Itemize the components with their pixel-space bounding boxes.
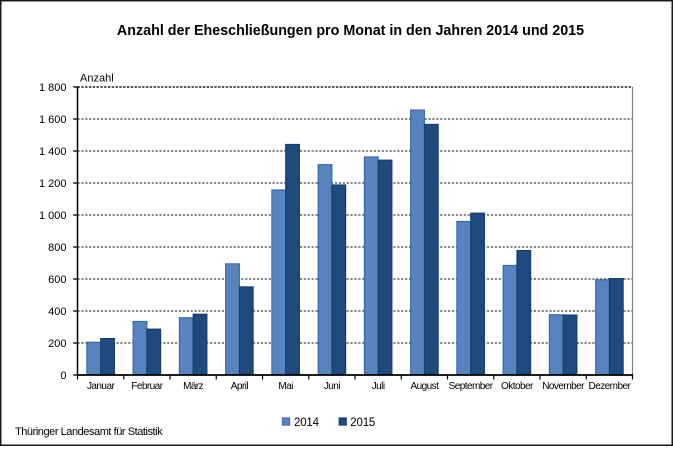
svg-text:September: September bbox=[449, 381, 494, 392]
svg-text:Thüringer Landesamt für Statis: Thüringer Landesamt für Statistik bbox=[15, 426, 163, 438]
svg-text:1 400: 1 400 bbox=[39, 146, 67, 158]
svg-text:April: April bbox=[231, 381, 249, 392]
svg-text:Oktober: Oktober bbox=[501, 381, 534, 392]
svg-text:400: 400 bbox=[48, 306, 66, 318]
svg-text:Januar: Januar bbox=[87, 381, 115, 392]
svg-text:Mai: Mai bbox=[278, 381, 293, 392]
svg-text:2015: 2015 bbox=[350, 417, 375, 429]
svg-text:1 200: 1 200 bbox=[39, 178, 67, 190]
svg-text:Anzahl: Anzahl bbox=[80, 73, 114, 85]
svg-text:800: 800 bbox=[48, 242, 66, 254]
svg-text:August: August bbox=[410, 381, 439, 392]
svg-text:November: November bbox=[542, 381, 585, 392]
svg-text:1 600: 1 600 bbox=[39, 114, 67, 126]
svg-text:Juni: Juni bbox=[324, 381, 340, 392]
svg-text:1 000: 1 000 bbox=[39, 210, 67, 222]
svg-text:Juli: Juli bbox=[372, 381, 385, 392]
svg-text:1 800: 1 800 bbox=[39, 82, 67, 94]
svg-text:März: März bbox=[183, 381, 204, 392]
svg-text:200: 200 bbox=[48, 338, 66, 350]
svg-text:0: 0 bbox=[60, 370, 66, 382]
svg-text:Februar: Februar bbox=[131, 381, 163, 392]
svg-text:600: 600 bbox=[48, 274, 66, 286]
svg-text:Anzahl der Eheschließungen pro: Anzahl der Eheschließungen pro Monat in … bbox=[117, 23, 584, 39]
svg-text:2014: 2014 bbox=[294, 417, 320, 429]
svg-text:Dezember: Dezember bbox=[589, 381, 632, 392]
